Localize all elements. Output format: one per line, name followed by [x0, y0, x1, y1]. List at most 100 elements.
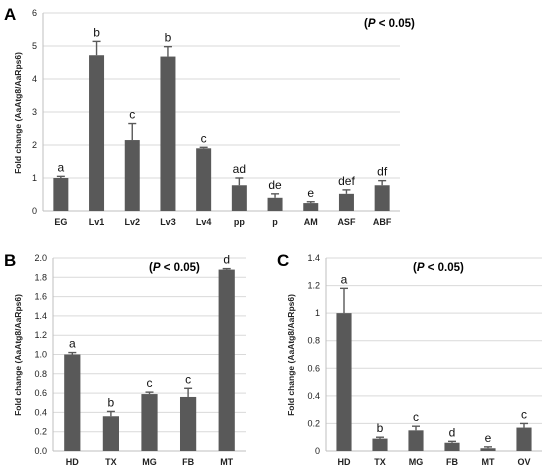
y-axis-label-a: Fold change (AaAtg8/AaRps6) — [13, 52, 23, 174]
bar-a-lv3 — [160, 56, 176, 212]
p-value-annotation-a: (P < 0.05) — [364, 18, 415, 30]
x-tick-label-b: FB — [182, 457, 194, 467]
panel-letter-a: A — [4, 5, 16, 24]
panel-a: A (P < 0.05) Fold change (AaAtg8/AaRps6)… — [4, 5, 415, 227]
bar-b-fb — [179, 396, 197, 451]
y-tick-label-b: 0.2 — [34, 427, 47, 437]
bar-a-abf — [374, 185, 390, 211]
bar-a-p — [267, 197, 283, 211]
p-value-annotation-b: (P < 0.05) — [149, 262, 200, 274]
bar-c-mt — [480, 448, 496, 451]
x-tick-label-b: MG — [142, 457, 157, 467]
y-tick-label-b: 0.8 — [34, 369, 47, 379]
y-tick-label-b: 1.6 — [34, 292, 47, 302]
bar-a-lv4 — [196, 148, 212, 211]
bar-b-mt — [218, 269, 235, 451]
x-tick-label-c: HD — [338, 457, 351, 467]
bar-a-asf — [338, 193, 354, 211]
significance-letter-b: b — [108, 395, 115, 409]
significance-letter-a: de — [268, 178, 282, 192]
y-axis-label-c: Fold change (AaAtg8/AaRps6) — [286, 294, 296, 416]
significance-letter-a: df — [377, 165, 388, 179]
y-tick-label-b: 0.0 — [34, 446, 47, 456]
bar-c-hd — [336, 313, 352, 451]
y-tick-label-c: 0 — [315, 446, 320, 456]
y-tick-label-a: 2 — [32, 140, 37, 150]
y-tick-label-b: 1.8 — [34, 272, 47, 282]
significance-letter-c: b — [377, 421, 384, 435]
y-tick-label-a: 5 — [32, 41, 37, 51]
bar-c-ov — [516, 427, 532, 451]
y-tick-label-a: 4 — [32, 74, 37, 84]
panel-letter-c: C — [277, 251, 289, 270]
bar-c-tx — [372, 438, 388, 451]
y-axis-label-b: Fold change (AaAtg8/AaRps6) — [13, 294, 23, 416]
significance-letter-a: e — [307, 186, 314, 200]
y-tick-label-b: 0.6 — [34, 388, 47, 398]
y-tick-label-c: 0.2 — [307, 418, 320, 428]
significance-letter-a: b — [93, 25, 100, 39]
x-tick-label-a: Lv2 — [124, 217, 140, 227]
y-tick-label-b: 2.0 — [34, 253, 47, 263]
x-tick-label-a: pp — [234, 217, 245, 227]
y-tick-label-b: 0.4 — [34, 407, 47, 417]
y-tick-label-b: 1.2 — [34, 330, 47, 340]
x-tick-label-a: Lv3 — [160, 217, 176, 227]
bar-a-eg — [53, 178, 69, 211]
significance-letter-b: c — [147, 376, 153, 390]
significance-letter-a: a — [58, 160, 65, 174]
x-tick-label-c: MG — [409, 457, 424, 467]
x-tick-label-a: EG — [54, 217, 67, 227]
panel-c: C (P < 0.05) Fold change (AaAtg8/AaRps6)… — [277, 251, 542, 467]
y-tick-label-c: 0.6 — [307, 363, 320, 373]
panel-b: B (P < 0.05) Fold change (AaAtg8/AaRps6)… — [4, 251, 246, 467]
significance-letter-c: c — [521, 407, 527, 421]
x-tick-label-a: AM — [304, 217, 318, 227]
panel-letter-b: B — [4, 251, 16, 270]
x-tick-label-a: ASF — [337, 217, 356, 227]
bar-a-lv2 — [124, 140, 140, 211]
bar-a-lv1 — [89, 55, 105, 211]
bar-c-fb — [444, 442, 460, 451]
significance-letter-a: ad — [233, 162, 246, 176]
significance-letter-c: d — [449, 425, 456, 439]
y-tick-label-a: 6 — [32, 8, 37, 18]
x-tick-label-b: TX — [105, 457, 117, 467]
y-tick-label-c: 0.4 — [307, 391, 320, 401]
x-tick-label-a: Lv4 — [196, 217, 212, 227]
x-tick-label-b: MT — [220, 457, 233, 467]
y-tick-label-a: 1 — [32, 173, 37, 183]
p-value-annotation-c: (P < 0.05) — [413, 262, 464, 274]
x-tick-label-c: OV — [517, 457, 530, 467]
x-tick-label-a: ABF — [373, 217, 392, 227]
x-tick-label-c: FB — [446, 457, 458, 467]
x-tick-label-a: Lv1 — [89, 217, 105, 227]
significance-letter-b: a — [69, 337, 76, 351]
significance-letter-c: e — [485, 431, 492, 445]
bar-b-hd — [64, 354, 81, 451]
y-tick-label-c: 1.4 — [307, 253, 320, 263]
y-tick-label-b: 1.0 — [34, 350, 47, 360]
significance-letter-a: c — [129, 108, 135, 122]
significance-letter-a: c — [201, 131, 207, 145]
bar-a-pp — [231, 185, 247, 211]
bar-b-mg — [141, 394, 158, 451]
significance-letter-c: c — [413, 410, 419, 424]
significance-letter-a: b — [165, 31, 172, 45]
y-tick-label-a: 3 — [32, 107, 37, 117]
y-tick-label-b: 1.4 — [34, 311, 47, 321]
significance-letter-b: c — [185, 372, 191, 386]
y-tick-label-a: 0 — [32, 206, 37, 216]
bar-c-mg — [408, 430, 424, 451]
significance-letter-b: d — [223, 253, 230, 267]
bar-b-tx — [102, 416, 120, 451]
x-tick-label-c: MT — [482, 457, 495, 467]
x-tick-label-c: TX — [374, 457, 386, 467]
y-tick-label-c: 0.8 — [307, 336, 320, 346]
x-tick-label-b: HD — [66, 457, 79, 467]
significance-letter-a: def — [338, 174, 355, 188]
y-tick-label-c: 1.2 — [307, 281, 320, 291]
y-tick-label-c: 1 — [315, 308, 320, 318]
significance-letter-c: a — [341, 272, 348, 286]
